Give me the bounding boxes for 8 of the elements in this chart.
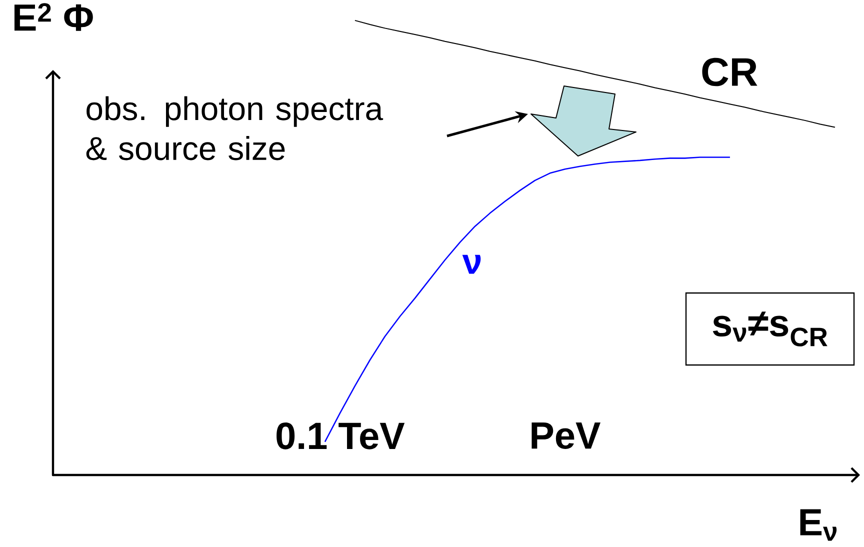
x-axis-title: E$_{ν}$ <box>800 509 837 541</box>
y-axis-title: E$^{2}$ Φ <box>14 3 93 31</box>
x-tick-label: 0.1 TeV <box>276 422 405 450</box>
annotation: s$_{ν}$≠s$_{CR}$ <box>712 312 828 346</box>
annotation: obs. photon spectra & source size <box>86 96 384 160</box>
series-label: ν <box>462 254 481 274</box>
x-tick-label: PeV <box>532 422 600 449</box>
series-label: CR <box>702 58 758 86</box>
